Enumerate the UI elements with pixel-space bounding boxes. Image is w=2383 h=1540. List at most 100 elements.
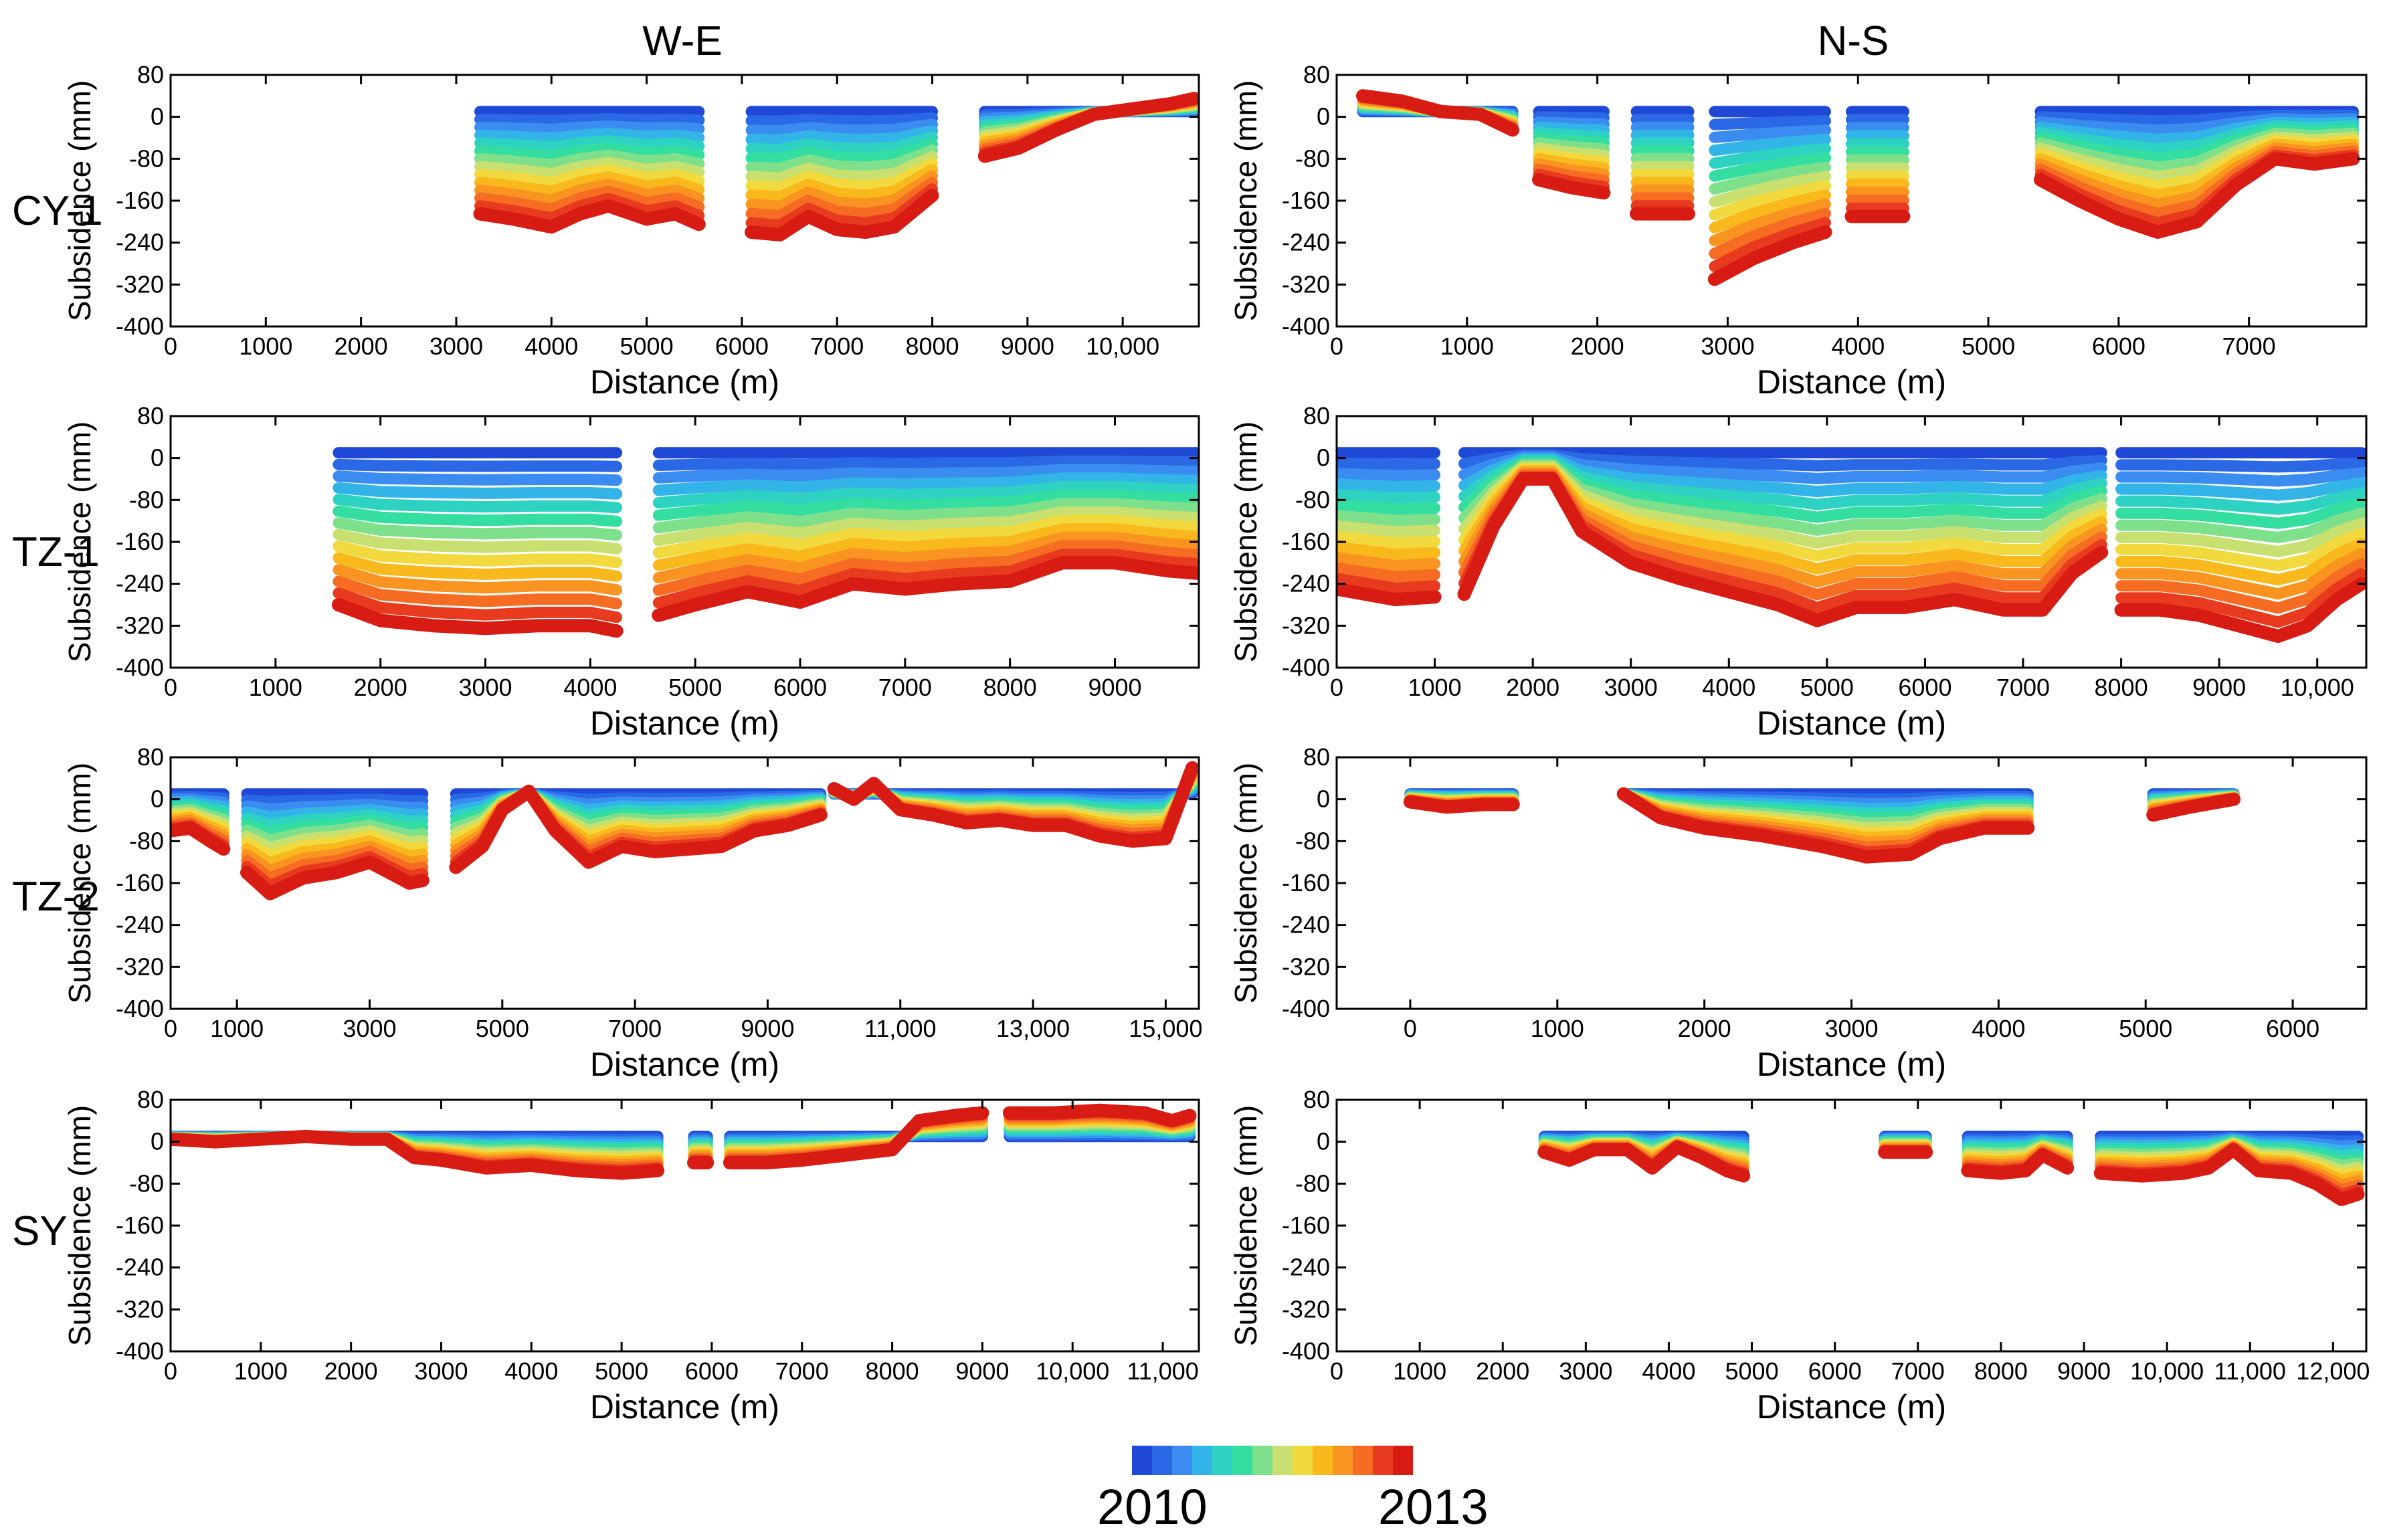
x-tick-label: 1000 <box>249 674 302 701</box>
x-tick-label: 7000 <box>775 1357 829 1385</box>
x-axis-label: Distance (m) <box>590 704 779 742</box>
y-tick-label: -80 <box>129 827 164 854</box>
series-line-0-3 <box>1337 478 1441 492</box>
x-axis-label: Distance (m) <box>1757 363 1946 401</box>
data-lines <box>171 1103 1197 1180</box>
colorbar-swatch <box>1293 1446 1313 1475</box>
y-tick-label: -240 <box>1282 229 1330 256</box>
series-line-1-3 <box>745 125 938 146</box>
y-tick-label: -160 <box>116 187 164 214</box>
x-tick-label: 6000 <box>715 332 769 360</box>
series-line-2-10 <box>2115 548 2366 600</box>
series-line-0-13 <box>1337 582 1442 607</box>
y-tick-label: -400 <box>1282 654 1330 681</box>
x-tick-label: 6000 <box>685 1357 739 1385</box>
x-tick-label: 7000 <box>810 332 864 360</box>
x-tick-label: 10,000 <box>1086 332 1159 360</box>
x-tick-label: 7000 <box>1891 1357 1945 1385</box>
y-tick-label: -160 <box>1282 869 1330 896</box>
x-tick-label: 7000 <box>1996 674 2050 701</box>
colorbar-swatch <box>1192 1446 1213 1475</box>
series-line-0-2 <box>474 120 705 135</box>
y-tick-label: -160 <box>116 869 164 896</box>
y-tick-label: 80 <box>137 743 164 771</box>
series-line-0-4 <box>474 134 705 153</box>
series-line-0-3 <box>474 127 705 145</box>
series-line-3-5 <box>1709 152 1831 182</box>
x-tick-label: 1000 <box>1408 674 1462 701</box>
x-tick-label: 0 <box>1330 1357 1343 1385</box>
series-line-1-2 <box>745 118 938 136</box>
series-line-1-4 <box>652 480 1199 509</box>
series-line-0-12 <box>474 193 705 224</box>
y-tick-label: -320 <box>116 270 164 298</box>
series-line-2-3 <box>2115 477 2366 501</box>
x-tick-label: 10,000 <box>2130 1357 2204 1385</box>
y-tick-label: -240 <box>1282 1254 1330 1281</box>
x-tick-label: 10,000 <box>1036 1357 1109 1385</box>
y-tick-label: -400 <box>1282 312 1330 340</box>
y-tick-label: 0 <box>1317 785 1330 813</box>
series-line-1-8 <box>745 157 938 193</box>
series-line-2-13 <box>723 1106 989 1169</box>
x-tick-label: 1000 <box>239 332 292 360</box>
x-tick-label: 7000 <box>878 674 932 701</box>
series-line-1-3 <box>652 472 1199 496</box>
series-line-3-13 <box>2093 1143 2365 1206</box>
series-line-1-11 <box>745 177 938 222</box>
series-line-0-7 <box>1337 520 1441 538</box>
row-label-cy1: CY-1 <box>12 188 103 234</box>
x-tick-label: 6000 <box>1898 674 1951 701</box>
y-tick-label: 80 <box>137 402 164 429</box>
series-line-3-6 <box>1709 161 1831 195</box>
x-axis-label: Distance (m) <box>1757 1046 1946 1083</box>
series-line-0-5 <box>474 142 705 162</box>
y-tick-label: -400 <box>116 1337 164 1365</box>
y-tick-label: -160 <box>1282 528 1330 555</box>
series-line-0-13 <box>473 199 706 234</box>
row-label-tz1: TZ-1 <box>12 529 100 575</box>
series-line-0-9 <box>332 552 623 582</box>
x-tick-label: 8000 <box>1974 1357 2028 1385</box>
series-line-3-13 <box>827 761 1199 848</box>
x-tick-label: 11,000 <box>864 1015 936 1042</box>
y-tick-label: -400 <box>116 654 164 681</box>
x-tick-label: 0 <box>164 1357 177 1385</box>
series-line-3-10 <box>1709 198 1831 247</box>
colorbar-swatch <box>1333 1446 1353 1475</box>
y-tick-label: -320 <box>1282 1295 1330 1323</box>
x-tick-label: 6000 <box>2266 1015 2319 1042</box>
x-tick-label: 4000 <box>1702 674 1755 701</box>
series-line-2-13 <box>2146 792 2241 822</box>
series-line-0-10 <box>1337 552 1441 572</box>
x-tick-label: 3000 <box>430 332 483 360</box>
y-tick-label: 0 <box>1317 444 1330 472</box>
y-axis-label: Subsidence (mm) <box>62 1105 97 1346</box>
x-tick-label: 5000 <box>620 332 674 360</box>
y-axis-label: Subsidence (mm) <box>62 421 97 662</box>
series-line-0-13 <box>1356 89 1519 137</box>
series-line-1-5 <box>652 489 1199 521</box>
panel-cy-1_w-e: 800-80-160-240-320-4000 1000 2000 3000 4000 5… <box>62 61 1200 401</box>
y-tick-label: -320 <box>1282 611 1330 639</box>
panel-sy_n-s: 800-80-160-240-320-4000 1000 2000 3000 4000 5… <box>1228 1086 2370 1426</box>
series-line-1-13 <box>240 855 430 900</box>
colorbar-swatch <box>1373 1446 1394 1475</box>
colorbar-swatch <box>1132 1446 1153 1475</box>
colorbar-swatch <box>1212 1446 1233 1475</box>
series-line-2-9 <box>2115 537 2366 586</box>
y-tick-label: -160 <box>116 1212 164 1239</box>
y-axis-label: Subsidence (mm) <box>62 80 97 321</box>
x-tick-label: 8000 <box>905 332 959 360</box>
x-tick-label: 3000 <box>1559 1357 1612 1385</box>
x-tick-label: 1000 <box>1440 332 1494 360</box>
panel-tz-2_w-e: 800-80-160-240-320-4000 1000 3000 5000 7000 9… <box>62 743 1202 1083</box>
series-line-0-9 <box>474 171 705 197</box>
y-tick-label: -320 <box>116 1295 164 1323</box>
series-line-0-13 <box>171 821 231 856</box>
panel-tz-1_w-e: 800-80-160-240-320-4000 1000 2000 3000 4000 5… <box>62 402 1200 742</box>
series-line-1-13 <box>1457 472 2109 628</box>
series-line-2-5 <box>2115 497 2366 529</box>
series-line-1-9 <box>745 164 938 203</box>
